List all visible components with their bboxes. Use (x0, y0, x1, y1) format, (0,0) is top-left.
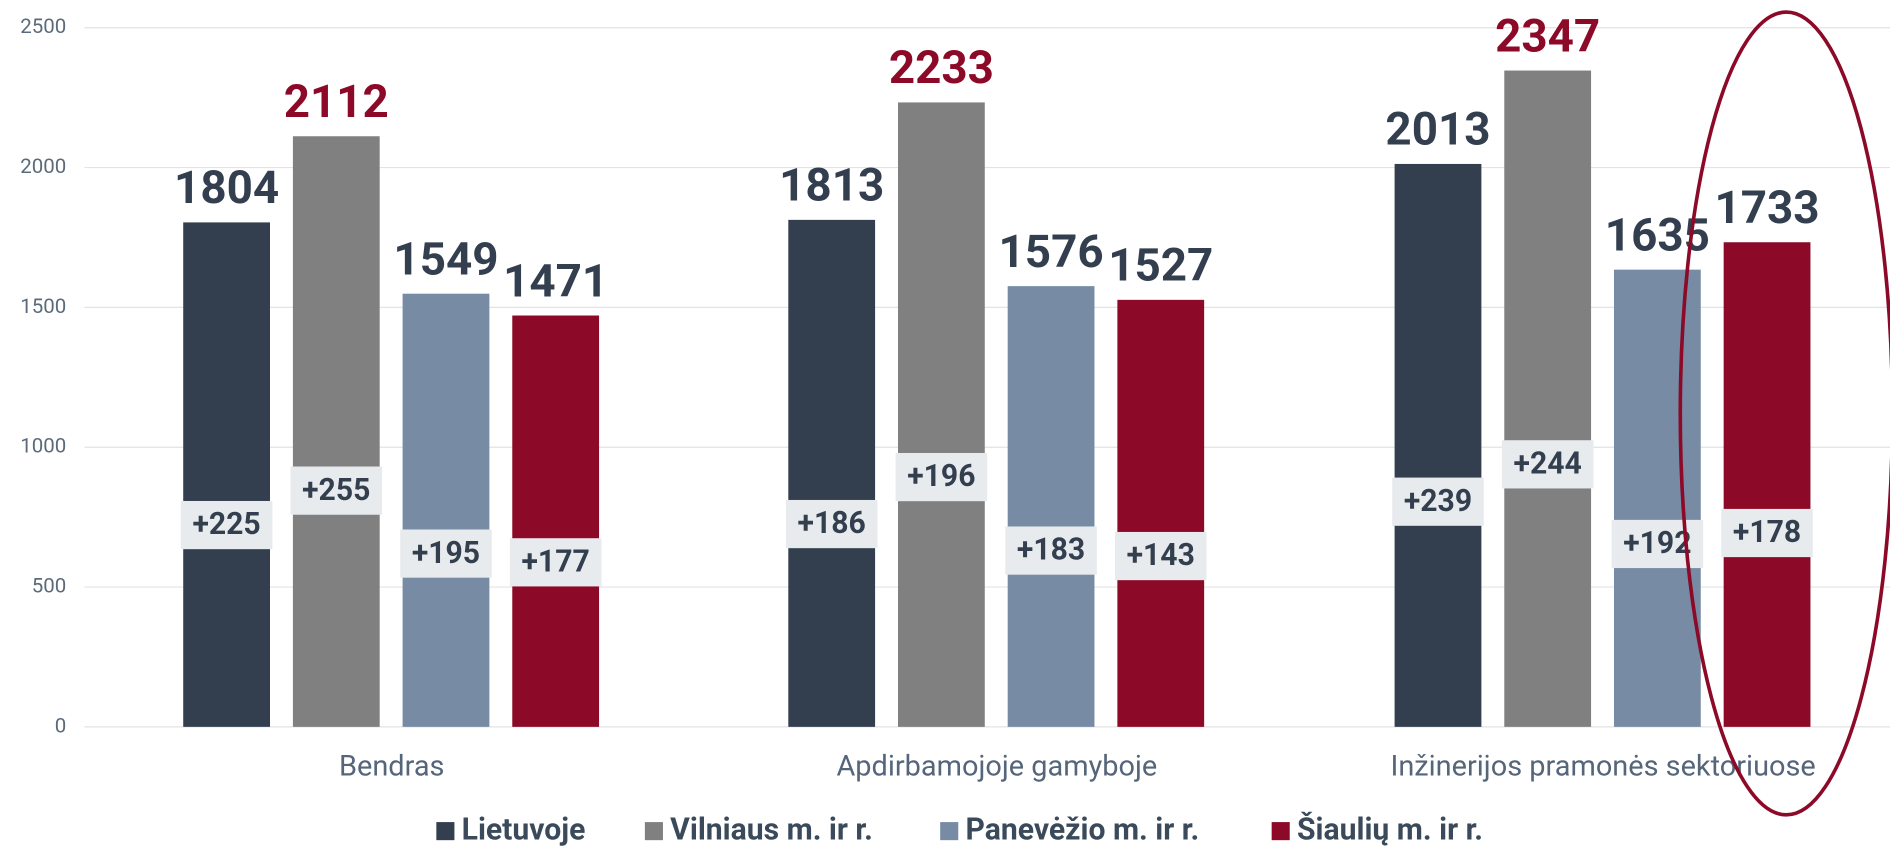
change-label: +195 (412, 536, 480, 571)
y-tick-label: 500 (32, 574, 67, 598)
bar (1504, 70, 1592, 727)
y-tick-label: 2500 (20, 15, 66, 39)
change-label: +177 (522, 544, 590, 579)
legend-swatch (644, 822, 663, 841)
legend-swatch (1271, 822, 1290, 841)
change-label: +196 (907, 459, 975, 494)
value-label: 1527 (1108, 240, 1213, 293)
change-label-box (1392, 477, 1484, 526)
change-label: +225 (192, 507, 260, 542)
change-label: +244 (1514, 446, 1582, 481)
value-label: 1471 (503, 255, 608, 308)
change-label-box (1005, 526, 1097, 575)
bar (1394, 163, 1482, 727)
value-label: 1733 (1714, 182, 1819, 235)
change-label-box (1501, 440, 1594, 489)
legend-swatch (940, 822, 959, 841)
y-tick-label: 1000 (20, 435, 66, 459)
x-tick-label: Inžinerijos pramonės sektoriuose (1390, 749, 1815, 783)
x-tick-label: Apdirbamojoje gamyboje (836, 749, 1157, 783)
change-label: +178 (1733, 515, 1801, 550)
y-tick-label: 0 (55, 714, 67, 738)
change-label: +255 (302, 473, 370, 508)
change-label: +143 (1127, 538, 1195, 573)
bar (402, 293, 490, 727)
legend-label: Lietuvoje (462, 813, 586, 848)
bar (1613, 269, 1701, 727)
bar (1723, 242, 1811, 727)
legend-label: Vilniaus m. ir r. (670, 813, 873, 848)
change-label: +183 (1017, 533, 1085, 568)
bar (1007, 286, 1095, 727)
bar (292, 136, 380, 727)
change-label-box (785, 499, 878, 549)
bar (897, 102, 985, 727)
change-label-box (1721, 508, 1813, 558)
change-label-box (180, 500, 273, 550)
legend-label: Šiaulių m. ir r. (1297, 813, 1483, 848)
value-label: 1549 (393, 233, 498, 286)
x-tick-label: Bendras (339, 749, 444, 783)
change-label-box (895, 452, 988, 502)
value-label: 2013 (1385, 104, 1490, 157)
y-tick-label: 1500 (20, 295, 66, 319)
highlight-ellipse (1678, 10, 1890, 817)
change-label-box (509, 538, 602, 587)
change-label-box (1114, 531, 1207, 581)
bar (512, 315, 600, 727)
change-label-box (400, 529, 492, 578)
value-label: 2233 (889, 42, 994, 95)
change-label: +239 (1404, 484, 1472, 519)
value-label: 1804 (174, 162, 279, 215)
value-label: 1576 (999, 226, 1104, 279)
y-tick-label: 2000 (20, 155, 66, 179)
bar (183, 222, 270, 727)
change-label: +192 (1623, 526, 1691, 561)
change-label: +186 (798, 506, 866, 541)
legend-swatch (436, 822, 455, 841)
bar (788, 219, 876, 727)
change-label-box (290, 466, 383, 515)
bar (1117, 299, 1205, 727)
value-label: 2112 (284, 76, 389, 129)
value-label: 2347 (1495, 10, 1600, 63)
value-label: 1813 (779, 160, 884, 213)
legend-label: Panevėžio m. ir r. (965, 813, 1199, 848)
